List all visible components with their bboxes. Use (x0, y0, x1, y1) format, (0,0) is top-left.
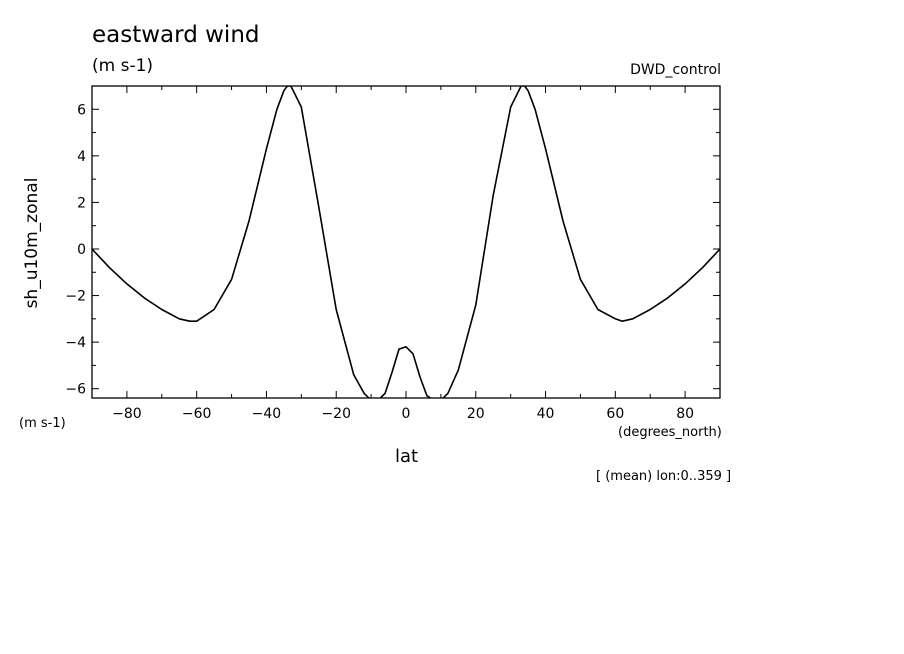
x-tick-label: −80 (112, 406, 142, 422)
x-tick-label: 60 (606, 406, 624, 422)
plot-frame (91, 85, 721, 399)
x-tick-label: −20 (321, 406, 351, 422)
footnote: [ (mean) lon:0..359 ] (596, 469, 732, 484)
x-tick-label: 20 (467, 406, 485, 422)
series-line (92, 86, 720, 398)
x-axis-units: (degrees_north) (618, 425, 722, 440)
x-tick-label: −60 (182, 406, 212, 422)
y-tick-label: −2 (65, 289, 86, 305)
y-tick-label: 2 (77, 195, 86, 211)
y-tick-label: 4 (77, 149, 86, 165)
run-label: DWD_control (630, 62, 721, 78)
y-tick-label: 0 (77, 242, 86, 258)
chart-title: eastward wind (92, 22, 260, 48)
x-tick-label: 40 (537, 406, 555, 422)
chart-units: (m s-1) (92, 56, 154, 76)
y-tick-label: −6 (65, 382, 86, 398)
y-axis-units: (m s-1) (19, 416, 66, 431)
x-tick-label: −40 (252, 406, 282, 422)
x-tick-label: 80 (676, 406, 694, 422)
x-tick-label: 0 (402, 406, 411, 422)
x-axis-label: lat (395, 446, 419, 467)
y-tick-label: −4 (65, 335, 86, 351)
y-tick-label: 6 (77, 102, 86, 118)
